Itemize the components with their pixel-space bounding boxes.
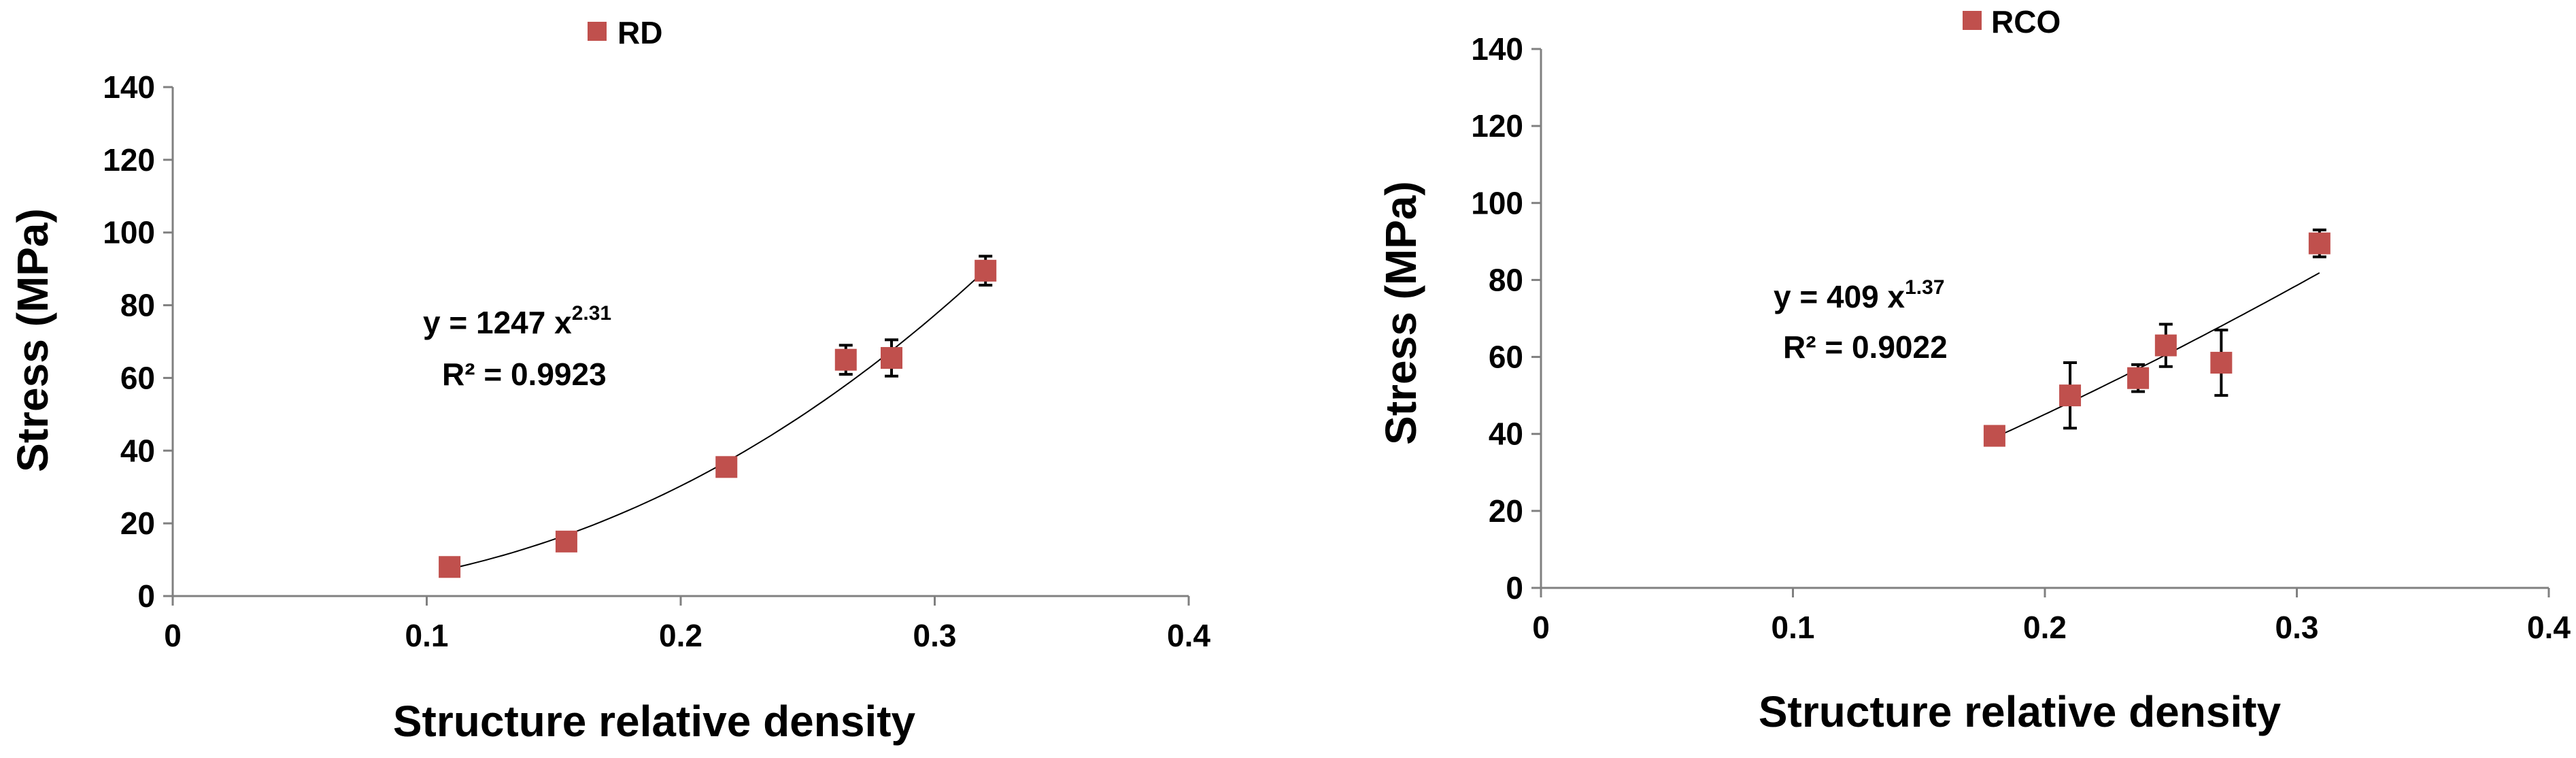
rd-equation-text: y = 1247 x2.31 [423,302,611,340]
rd-y-tick-label: 40 [120,433,155,468]
rd-data-point [834,348,857,371]
rco-y-axis-title: Stress (MPa) [1376,181,1425,445]
rd-x-tick-label: 0.4 [1167,618,1210,653]
rd-error-bars [443,254,993,572]
rco-y-tick-label: 120 [1471,108,1523,144]
rco-equation: y = 409 x1.37 R² = 0.9022 [1774,276,1948,365]
rd-data-point [881,347,903,369]
rco-r2-text: R² = 0.9022 [1783,329,1948,365]
rco-equation-prefix: y = 409 x [1774,279,1905,314]
rco-x-tick-label: 0.2 [2023,610,2067,645]
rd-x-tick-label: 0.1 [405,618,449,653]
rco-axes [1540,49,2549,589]
chart-rco: RCO 0 20 40 60 80 100 120 140 0 0.1 0.2 0.3 0.4 y =… [1376,4,2571,736]
rd-r2-text: R² = 0.9923 [442,357,607,392]
rco-equation-text: y = 409 x1.37 [1774,276,1945,314]
rd-y-tick-label: 80 [120,288,155,323]
rd-y-tick-label: 0 [137,578,155,614]
rco-y-tick-label: 100 [1471,185,1523,220]
rd-data-point [555,530,577,553]
rd-equation-exponent: 2.31 [572,302,611,325]
rd-y-axis-title: Stress (MPa) [8,208,57,472]
rco-y-tick-label: 20 [1489,493,1523,529]
rco-x-tick-label: 0.3 [2275,610,2319,645]
rd-y-tick-label: 120 [103,142,155,178]
rco-points [1983,232,2331,447]
rd-x-axis-title: Structure relative density [393,697,916,746]
rd-y-tick-label: 60 [120,360,155,395]
rco-data-point [2210,352,2233,374]
rco-x-tick-label: 0.4 [2527,610,2571,645]
rd-legend-label: RD [617,15,662,50]
rd-legend-marker [588,22,607,41]
rco-data-point [1983,425,2005,447]
rd-x-tick-label: 0.3 [913,618,957,653]
rco-y-tick-label: 60 [1489,340,1523,375]
rco-legend: RCO [1963,4,2061,39]
rd-points [439,259,997,578]
rd-data-point [439,556,461,578]
rco-legend-label: RCO [1991,4,2061,39]
rco-x-tick-label: 0 [1532,610,1550,645]
rd-y-tick-label: 100 [103,215,155,250]
rd-equation: y = 1247 x2.31 R² = 0.9923 [423,302,611,392]
rd-equation-prefix: y = 1247 x [423,305,572,340]
rd-legend: RD [588,15,662,50]
rco-y-ticks: 0 20 40 60 80 100 120 140 [1471,31,1541,606]
rco-data-point [2154,334,2177,357]
rco-y-tick-label: 0 [1506,570,1523,606]
rco-y-tick-label: 80 [1489,262,1523,297]
rco-x-axis-title: Structure relative density [1759,687,2282,736]
rd-data-point [975,259,997,282]
rco-x-tick-label: 0.1 [1772,610,1815,645]
rd-y-tick-label: 140 [103,69,155,105]
rco-data-point [2059,384,2082,407]
rco-trendline [1994,272,2320,439]
rco-y-tick-label: 40 [1489,416,1523,452]
rd-y-ticks: 0 20 40 60 80 100 120 140 [103,69,173,614]
rco-data-point [2308,232,2331,254]
rco-y-tick-label: 140 [1471,31,1523,67]
rd-axes [171,87,1189,597]
rco-x-ticks: 0 0.1 0.2 0.3 0.4 [1532,588,2571,645]
rco-data-point [2127,367,2150,389]
chart-rd: RD 0 20 40 60 80 100 120 140 0 0.1 0.2 0.3 0.4 y = … [8,15,1210,746]
rd-y-tick-label: 20 [120,506,155,541]
rco-legend-marker [1963,11,1982,30]
rd-x-tick-label: 0 [164,618,182,653]
rd-x-ticks: 0 0.1 0.2 0.3 0.4 [164,596,1210,653]
rd-x-tick-label: 0.2 [659,618,702,653]
rco-equation-exponent: 1.37 [1905,276,1944,299]
rd-data-point [715,456,738,478]
